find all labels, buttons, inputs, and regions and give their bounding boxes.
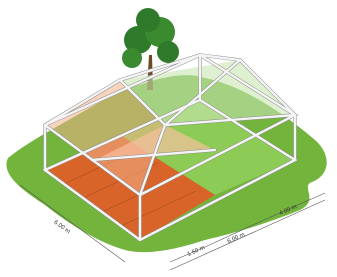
page: {"dimensions": [{"label": "6.00 m"}, {"l…: [0, 0, 337, 277]
tent-illustration: 6.00 m 1.50 m 6.00 m 4.00 m: [0, 0, 337, 277]
dimension-label: 6.00 m: [227, 232, 246, 245]
dimension-label: 1.50 m: [187, 245, 206, 258]
dimension-label: 6.00 m: [52, 220, 70, 236]
